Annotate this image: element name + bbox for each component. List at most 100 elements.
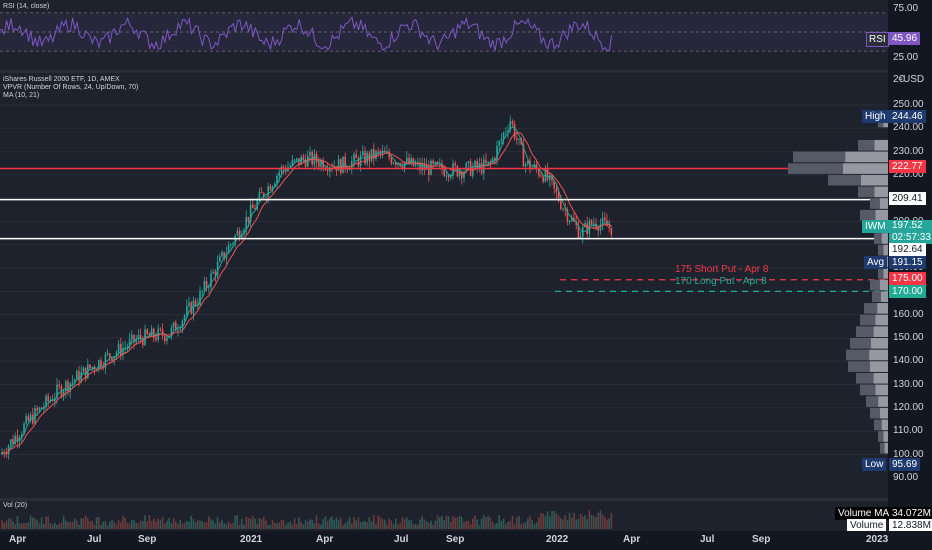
candle-body xyxy=(485,159,487,164)
volume-bar xyxy=(428,522,430,529)
volume-bar xyxy=(401,517,404,529)
candle-body xyxy=(414,164,417,166)
volume-bar xyxy=(205,522,208,529)
volume-bar xyxy=(494,524,496,529)
volume-bar xyxy=(282,520,285,529)
volume-bar xyxy=(417,524,419,529)
volume-bar xyxy=(254,518,256,529)
volume-bar xyxy=(381,518,384,529)
volume-bar xyxy=(146,521,148,529)
candle-body xyxy=(247,216,250,222)
candle-body xyxy=(238,230,241,239)
candle-body xyxy=(359,155,362,167)
pane-separator-rsi[interactable] xyxy=(0,70,932,73)
candle-body xyxy=(40,407,43,409)
volume-pane[interactable] xyxy=(0,501,888,531)
volume-bar xyxy=(335,517,338,529)
candle-body xyxy=(65,381,67,392)
volume-bar xyxy=(278,522,280,529)
volume-bar xyxy=(225,524,228,529)
short-put-annotation[interactable]: 175 Short Put - Apr 8 xyxy=(675,264,769,275)
vpvr-bar-up xyxy=(870,198,880,209)
vpvr-bar-up xyxy=(846,349,870,361)
volume-bar xyxy=(298,517,300,529)
candle-body xyxy=(258,191,261,201)
volume-bar xyxy=(238,524,241,529)
candle-body xyxy=(274,183,276,187)
volume-bar xyxy=(337,519,340,529)
candle-body xyxy=(62,391,65,397)
vpvr-bar-up xyxy=(850,338,871,349)
candle-body xyxy=(109,353,111,358)
candle-body xyxy=(194,300,197,306)
candle-body xyxy=(579,236,582,239)
volume-bar xyxy=(256,523,258,529)
volume-bar xyxy=(84,515,87,529)
candle-body xyxy=(241,234,243,239)
volume-bar xyxy=(516,517,518,529)
long-put-annotation[interactable]: 170 Long Put - Apr 8 xyxy=(675,276,767,287)
candle-body xyxy=(51,399,54,402)
low-label: Low xyxy=(862,458,887,471)
candle-body xyxy=(355,154,357,159)
candle-body xyxy=(25,416,27,424)
vpvr-bar-up xyxy=(864,303,878,314)
volume-bar xyxy=(47,516,49,529)
ma-slow-line xyxy=(1,132,612,454)
volume-value: 12.838M xyxy=(889,519,932,532)
candle-body xyxy=(159,328,162,330)
volume-bar xyxy=(263,517,265,529)
candle-body xyxy=(487,161,489,164)
candle-body xyxy=(230,244,232,246)
volume-bar xyxy=(450,522,452,529)
white-line-1-badge: 209.41 xyxy=(889,192,926,205)
pane-separator-volume[interactable] xyxy=(0,498,932,501)
volume-bar xyxy=(179,519,181,529)
time-axis[interactable] xyxy=(0,531,932,550)
candle-body xyxy=(29,414,32,421)
price-pane[interactable] xyxy=(0,73,888,498)
vpvr-bar-down xyxy=(843,163,888,174)
candle-body xyxy=(263,193,265,198)
rsi-pane[interactable] xyxy=(0,0,888,70)
candle-body xyxy=(518,138,520,140)
candle-body xyxy=(177,329,179,331)
volume-legend: Vol (20) xyxy=(3,502,28,509)
time-label: 2023 xyxy=(866,534,889,545)
candle-body xyxy=(278,172,280,176)
price-tick: 220.00 xyxy=(893,168,924,180)
volume-bar xyxy=(498,515,500,529)
candle-body xyxy=(304,159,307,167)
price-tick: 130.00 xyxy=(893,378,924,390)
volume-bar xyxy=(311,519,313,529)
volume-bar xyxy=(54,522,56,529)
candle-body xyxy=(571,217,573,222)
volume-bar xyxy=(421,516,423,529)
volume-bar xyxy=(445,515,448,529)
volume-bar xyxy=(208,516,210,529)
candle-body xyxy=(269,186,272,191)
candle-body xyxy=(606,220,608,227)
candle-body xyxy=(186,306,188,316)
rsi-value-badge: 45.96 xyxy=(889,32,921,45)
volume-bar xyxy=(359,521,362,529)
volume-bar xyxy=(513,524,516,529)
volume-bar xyxy=(60,522,63,529)
vpvr-bar-down xyxy=(879,279,888,291)
candle-body xyxy=(498,141,500,146)
candle-body xyxy=(406,157,408,163)
time-label: Sep xyxy=(752,534,771,545)
candle-body xyxy=(421,163,423,171)
volume-bar xyxy=(212,520,214,529)
volume-bar xyxy=(346,521,349,529)
volume-bar xyxy=(555,513,558,529)
volume-bar xyxy=(406,517,408,529)
time-label: Apr xyxy=(623,534,641,545)
candle-body xyxy=(540,175,542,177)
rsi-badge-label: RSI xyxy=(869,34,886,45)
volume-bar xyxy=(377,515,379,529)
candle-body xyxy=(153,328,155,338)
volume-bar xyxy=(520,524,522,529)
candle-body xyxy=(432,160,434,165)
volume-bar xyxy=(56,524,58,529)
